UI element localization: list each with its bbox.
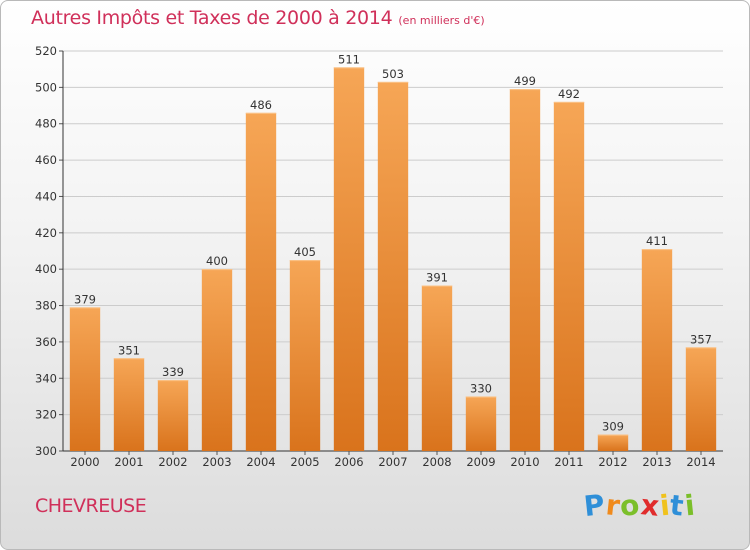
x-tick-label: 2003 [202,455,231,469]
value-label: 503 [382,67,404,81]
x-tick-label: 2000 [70,455,99,469]
x-tick-label: 2007 [378,455,407,469]
y-tick-label: 380 [35,299,57,313]
x-tick-label: 2012 [598,455,627,469]
value-label: 330 [470,381,492,395]
x-tick-label: 2010 [510,455,539,469]
bar-2014 [685,347,717,451]
y-tick-label: 300 [35,444,57,458]
value-label: 339 [162,365,184,379]
value-label: 309 [602,420,624,434]
bar-2007 [377,81,409,451]
value-label: 492 [558,87,580,101]
bar-2009 [465,396,497,451]
value-label: 511 [338,52,360,66]
bar-2002 [157,380,189,451]
value-label: 351 [118,343,140,357]
x-tick-label: 2001 [114,455,143,469]
y-tick-label: 440 [35,189,57,203]
logo-letter: i [682,488,697,523]
x-tick-label: 2013 [642,455,671,469]
bars [69,67,717,452]
value-label: 391 [426,271,448,285]
bar-2000 [69,307,101,451]
x-tick-label: 2002 [158,455,187,469]
y-tick-label: 500 [35,80,57,94]
y-tick-label: 520 [35,44,57,58]
value-label: 499 [514,74,536,88]
x-tick-label: 2008 [422,455,451,469]
proxiti-logo: Proxiti [582,487,697,524]
bar-2006 [333,67,365,451]
bar-2008 [421,285,453,451]
y-tick-label: 480 [35,117,57,131]
commune-name: CHEVREUSE [35,495,147,517]
labels: 300 320 340 360 380 400 420 440 460 480 500 520 379 2… [35,44,716,469]
unit-text: (en milliers d'€) [398,14,485,27]
y-tick-label: 420 [35,226,57,240]
chart-title: Autres Impôts et Taxes de 2000 à 2014 (en… [31,7,485,29]
bar-2001 [113,358,145,451]
title-text: Autres Impôts et Taxes de 2000 à 2014 [31,7,393,29]
y-tick-label: 360 [35,335,57,349]
value-label: 486 [250,98,272,112]
bar-2012 [597,434,629,451]
bar-2005 [289,260,321,451]
value-label: 357 [690,332,712,346]
x-tick-label: 2005 [290,455,319,469]
value-label: 411 [646,234,668,248]
bar-2003 [201,269,233,451]
y-tick-label: 400 [35,262,57,276]
x-tick-label: 2004 [246,455,275,469]
y-tick-label: 320 [35,408,57,422]
x-tick-label: 2011 [554,455,583,469]
bar-2010 [509,89,541,451]
x-tick-label: 2014 [686,455,715,469]
y-tick-label: 460 [35,153,57,167]
x-tick-label: 2006 [334,455,363,469]
value-label: 405 [294,245,316,259]
bar-2011 [553,101,585,451]
value-label: 379 [74,292,96,306]
value-label: 400 [206,254,228,268]
bar-2004 [245,112,277,452]
x-tick-label: 2009 [466,455,495,469]
y-tick-label: 340 [35,371,57,385]
bar-2013 [641,249,673,451]
logo-letter: P [582,487,608,524]
